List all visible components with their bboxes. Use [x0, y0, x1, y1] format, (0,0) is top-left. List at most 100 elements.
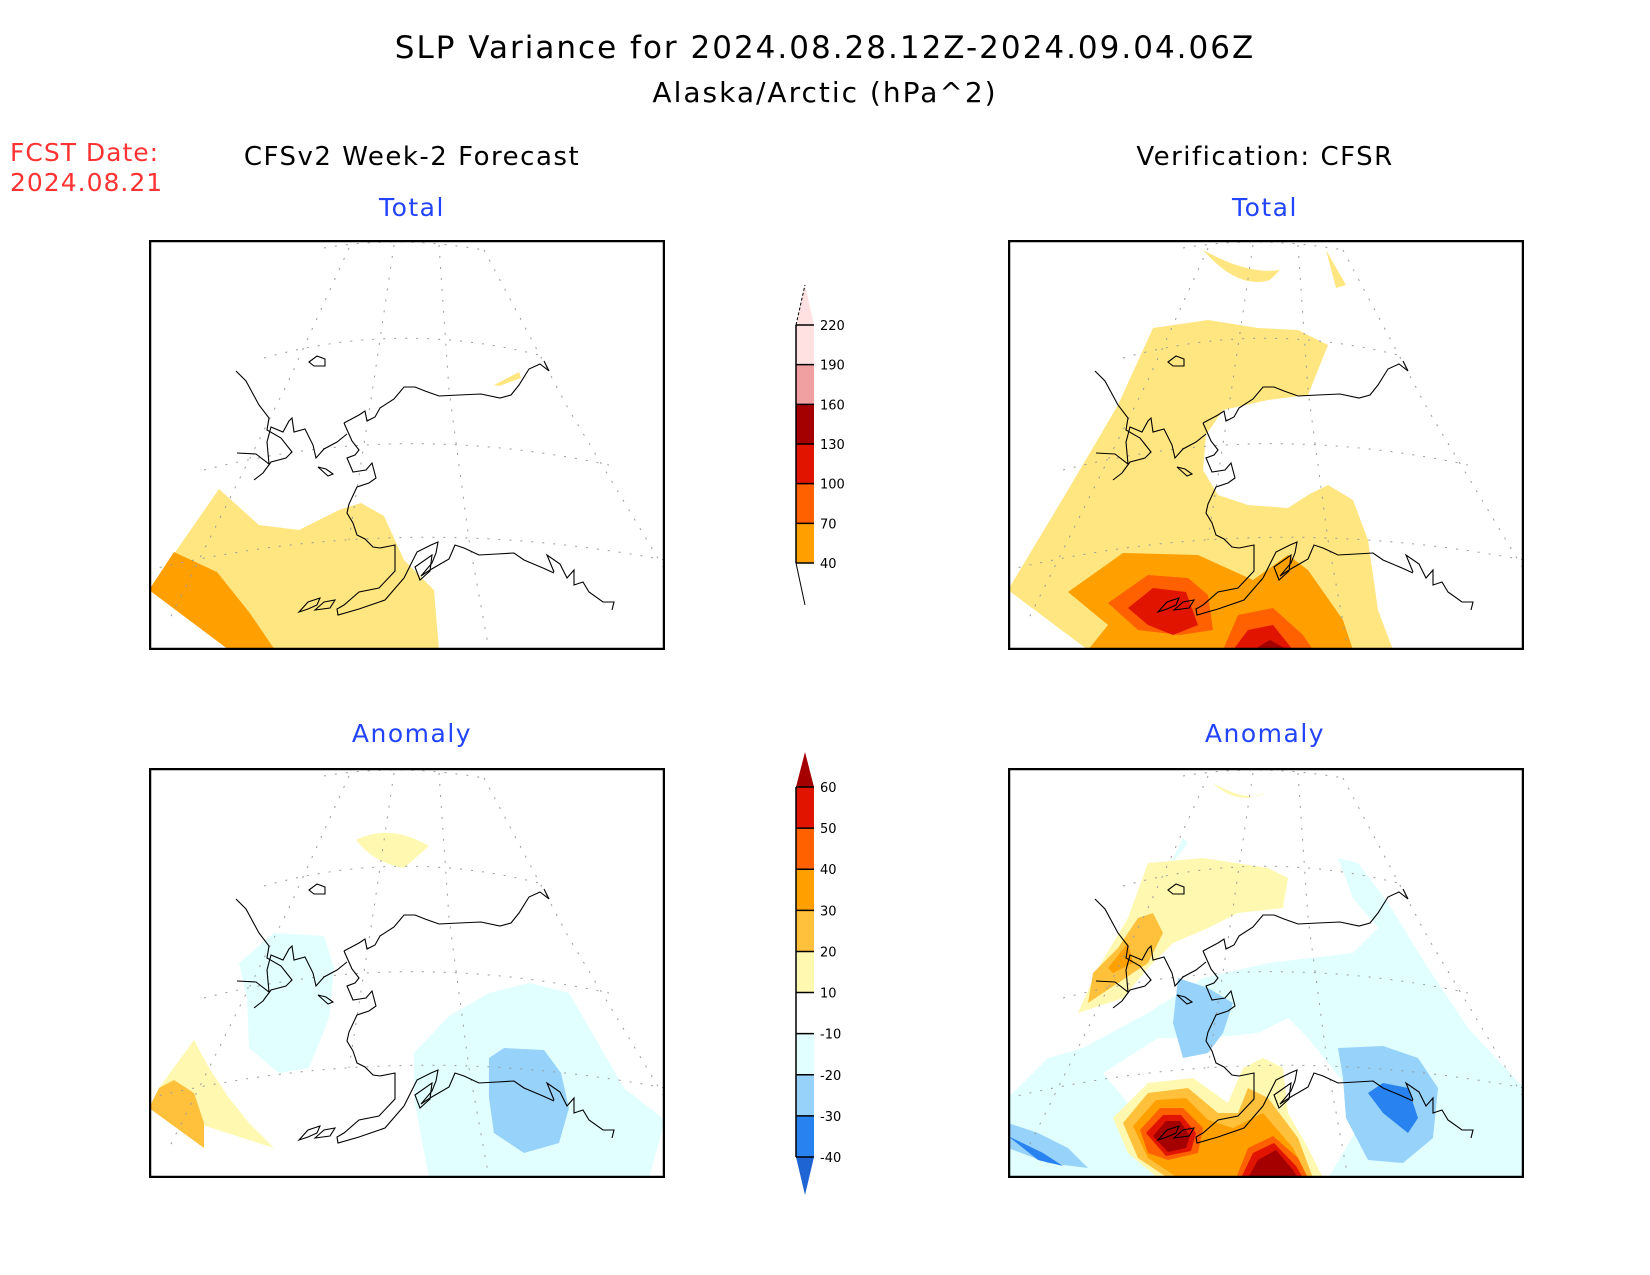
colorbar-tick-label: 100: [820, 478, 845, 493]
graticule-line: [438, 244, 490, 650]
colorbar-bin: [796, 828, 814, 870]
colorbar-total: 40 70 100 130 160 190 220: [795, 284, 845, 606]
contour-40-70: [494, 372, 521, 386]
coastline-segment: [235, 898, 293, 1009]
colorbar-bin: [796, 444, 814, 484]
panel-title-forecast-total: Total: [379, 193, 445, 222]
fcst-date-label: FCST Date:: [10, 138, 160, 167]
coastline-segment: [236, 944, 348, 994]
coastline-segment: [1094, 370, 1152, 481]
colorbar-tick-label: 70: [820, 517, 837, 532]
graticule-line: [438, 772, 490, 1178]
graticule-line: [1297, 772, 1349, 1178]
colorbar-tick-label: -20: [820, 1069, 841, 1084]
contour-neg30-neg20: [1173, 978, 1233, 1058]
map-frame: [1008, 240, 1524, 650]
colorbar-tick-label: 220: [820, 319, 845, 334]
chart-subtitle: Alaska/Arctic (hPa^2): [652, 76, 998, 109]
map-frame: [1008, 768, 1524, 1178]
coastline-segment: [1167, 355, 1185, 367]
coastline: [1094, 883, 1474, 1144]
coastline-segment: [545, 1081, 615, 1139]
coastline-segment: [1176, 466, 1194, 477]
coastline-segment: [297, 597, 321, 614]
coastline-segment: [336, 1072, 405, 1144]
coastline-segment: [317, 466, 335, 477]
coastline-segment: [403, 541, 555, 579]
coastline-segment: [336, 544, 405, 616]
contour-neg20-neg10: [1168, 838, 1188, 868]
colorbar-bin: [796, 1033, 814, 1075]
contour-gt60: [1248, 1150, 1298, 1178]
colorbar-bin: [796, 787, 814, 829]
coastline-segment: [343, 888, 550, 952]
coastline-segment: [313, 599, 337, 611]
coastline-segment: [235, 370, 293, 481]
colorbar-bin: [796, 992, 814, 1034]
coastline-segment: [1262, 1069, 1414, 1107]
colorbar-tick-label: 160: [820, 398, 845, 413]
colorbar-tick-label: 40: [820, 557, 837, 572]
colorbar-tick-label: 30: [820, 904, 837, 919]
contour-neg40-neg30: [1368, 1083, 1418, 1133]
colorbar-bin: [796, 325, 814, 365]
colorbar-tick-label: 20: [820, 945, 837, 960]
coastline-segment: [1195, 544, 1264, 616]
coastline-segment: [1156, 597, 1180, 614]
colorbar-bin: [796, 1074, 814, 1116]
colorbar-tick-label: 50: [820, 822, 837, 837]
coastline-segment: [545, 553, 615, 611]
coastline-segment: [313, 1127, 337, 1139]
map-panel-verification-total: [1008, 240, 1524, 650]
map-panel-verification-anomaly: [1008, 768, 1524, 1178]
coastline-segment: [1202, 422, 1240, 549]
colorbar-bin: [796, 364, 814, 405]
coastline-segment: [414, 553, 433, 581]
colorbar-bin: [796, 869, 814, 911]
coastline-segment: [1176, 994, 1194, 1005]
coastline-segment: [297, 1125, 321, 1142]
contour-130-160: [1233, 625, 1293, 650]
coastline-segment: [403, 1069, 555, 1107]
colorbar-extend-bottom: [796, 1157, 814, 1195]
colorbar-tick-label: 10: [820, 987, 837, 1002]
colorbar-bin: [796, 404, 814, 444]
contour-20-30: [149, 1080, 204, 1148]
contour-130-160: [1128, 588, 1198, 635]
coastline-segment: [343, 360, 550, 424]
graticule-line: [1297, 244, 1349, 650]
contour-neg40-neg30: [1008, 1136, 1063, 1166]
coastline-segment: [1094, 898, 1152, 1009]
panel-title-verification-total: Total: [1232, 193, 1298, 222]
coastline-segment: [343, 422, 381, 549]
colorbar-tick-label: 190: [820, 359, 845, 374]
contour-10-20: [149, 1040, 274, 1148]
colorbar-anomaly: -40 -30 -20 -10 10 20 30 40 50 60: [795, 752, 841, 1195]
coastline-segment: [1095, 416, 1207, 466]
coastline-segment: [308, 355, 326, 367]
contour-10-20: [1213, 783, 1266, 798]
coastline-segment: [308, 883, 326, 895]
coastline: [235, 883, 615, 1144]
contour-70-100: [149, 552, 275, 650]
coastline-segment: [1262, 541, 1414, 579]
colorbar-edge: [795, 284, 806, 326]
coastline-segment: [1095, 944, 1207, 994]
column-heading-verification: Verification: CFSR: [1136, 142, 1394, 172]
contour-10-20: [356, 832, 429, 868]
contour-40-70: [1203, 250, 1280, 282]
coastline-segment: [1273, 1081, 1292, 1109]
graticule-line: [348, 772, 395, 1069]
coastline: [1094, 355, 1474, 616]
coastline-segment: [1202, 360, 1409, 424]
panel-title-forecast-anomaly: Anomaly: [351, 719, 473, 748]
coastline-segment: [1202, 888, 1409, 952]
colorbar-bin: [796, 951, 814, 993]
colorbar-bin: [796, 1115, 814, 1157]
coastline-segment: [343, 950, 381, 1077]
coastline-segment: [1273, 553, 1292, 581]
column-heading-forecast: CFSv2 Week-2 Forecast: [243, 142, 581, 172]
graticule-line: [1207, 244, 1254, 541]
colorbar-tick-label: 40: [820, 863, 837, 878]
colorbar-tick-label: 60: [820, 781, 837, 796]
